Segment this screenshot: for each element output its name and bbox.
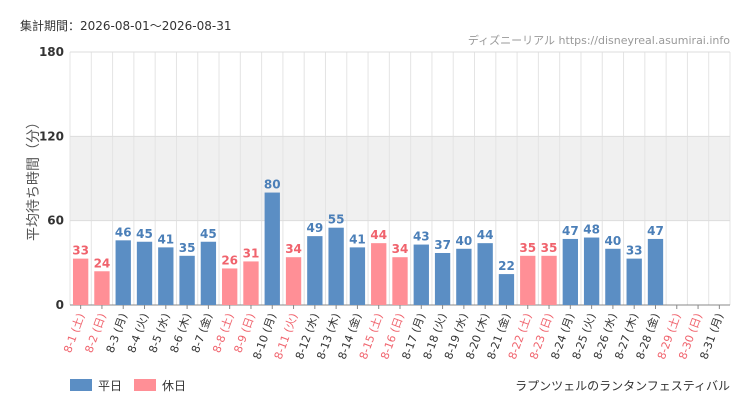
bar-value-label: 34 [392,242,409,256]
bar [541,255,557,305]
bar-value-label: 40 [605,234,622,248]
bar-value-label: 40 [456,234,473,248]
bar-value-label: 43 [413,230,430,244]
bar [477,243,493,305]
attraction-label: ラプンツェルのランタンフェスティバル [515,379,730,393]
bar-value-label: 33 [626,244,643,258]
bar-value-label: 48 [583,223,600,237]
legend: 平日 休日 [70,379,186,393]
bar [520,255,536,305]
bar-value-label: 80 [264,178,281,192]
bar-value-label: 44 [370,228,387,242]
y-tick-label: 120 [39,129,64,143]
bar [115,240,131,305]
bar [328,227,344,305]
bar-value-label: 45 [200,227,217,241]
bar-value-label: 44 [477,228,494,242]
bar [392,257,408,305]
bar-value-label: 49 [306,221,323,235]
bar [456,248,472,305]
bar [243,261,259,305]
bar-value-label: 35 [541,241,558,255]
bar [158,247,174,305]
bar-value-label: 47 [562,224,579,238]
bar-value-label: 35 [519,241,536,255]
bar [413,244,429,305]
bar [222,268,238,305]
bar [94,271,110,305]
bar [647,238,664,305]
bar-value-label: 37 [434,238,451,252]
bar-value-label: 55 [328,213,345,227]
period-label: 集計期間：2026-08-01～2026-08-31 [20,18,231,33]
bar-value-label: 34 [285,242,302,256]
bar-value-label: 33 [72,244,89,258]
bar [307,236,323,305]
bar [264,192,280,305]
bar [179,255,195,305]
bar [349,247,366,305]
shaded-band [70,136,730,221]
bar [200,241,217,305]
bar [136,241,153,305]
bar-value-label: 41 [157,232,174,246]
bar-value-label: 41 [349,232,366,246]
bar-value-label: 26 [221,253,238,267]
bar [605,248,621,305]
bar-value-label: 45 [136,227,153,241]
source-label: ディズニーリアル https://disneyreal.asumirai.inf… [468,33,730,47]
bar-value-label: 22 [498,259,515,273]
bar [583,237,600,305]
bar-value-label: 31 [243,246,260,260]
bar [626,258,642,305]
bar-value-label: 24 [94,256,111,270]
y-tick-label: 0 [56,298,64,312]
y-tick-label: 180 [39,45,64,59]
bar-value-label: 47 [647,224,664,238]
bar [498,274,515,305]
y-axis-title: 平均待ち時間（分） [26,115,42,241]
bar [562,238,578,305]
bar [434,252,451,305]
bar [371,243,387,305]
legend-swatch-weekday [70,379,92,391]
legend-label-holiday: 休日 [162,379,186,393]
legend-swatch-holiday [134,379,156,391]
bar [72,258,89,305]
bar-value-label: 46 [115,225,132,239]
legend-label-weekday: 平日 [98,379,122,393]
bar [285,257,302,305]
bar-value-label: 35 [179,241,196,255]
y-tick-label: 60 [47,214,64,228]
